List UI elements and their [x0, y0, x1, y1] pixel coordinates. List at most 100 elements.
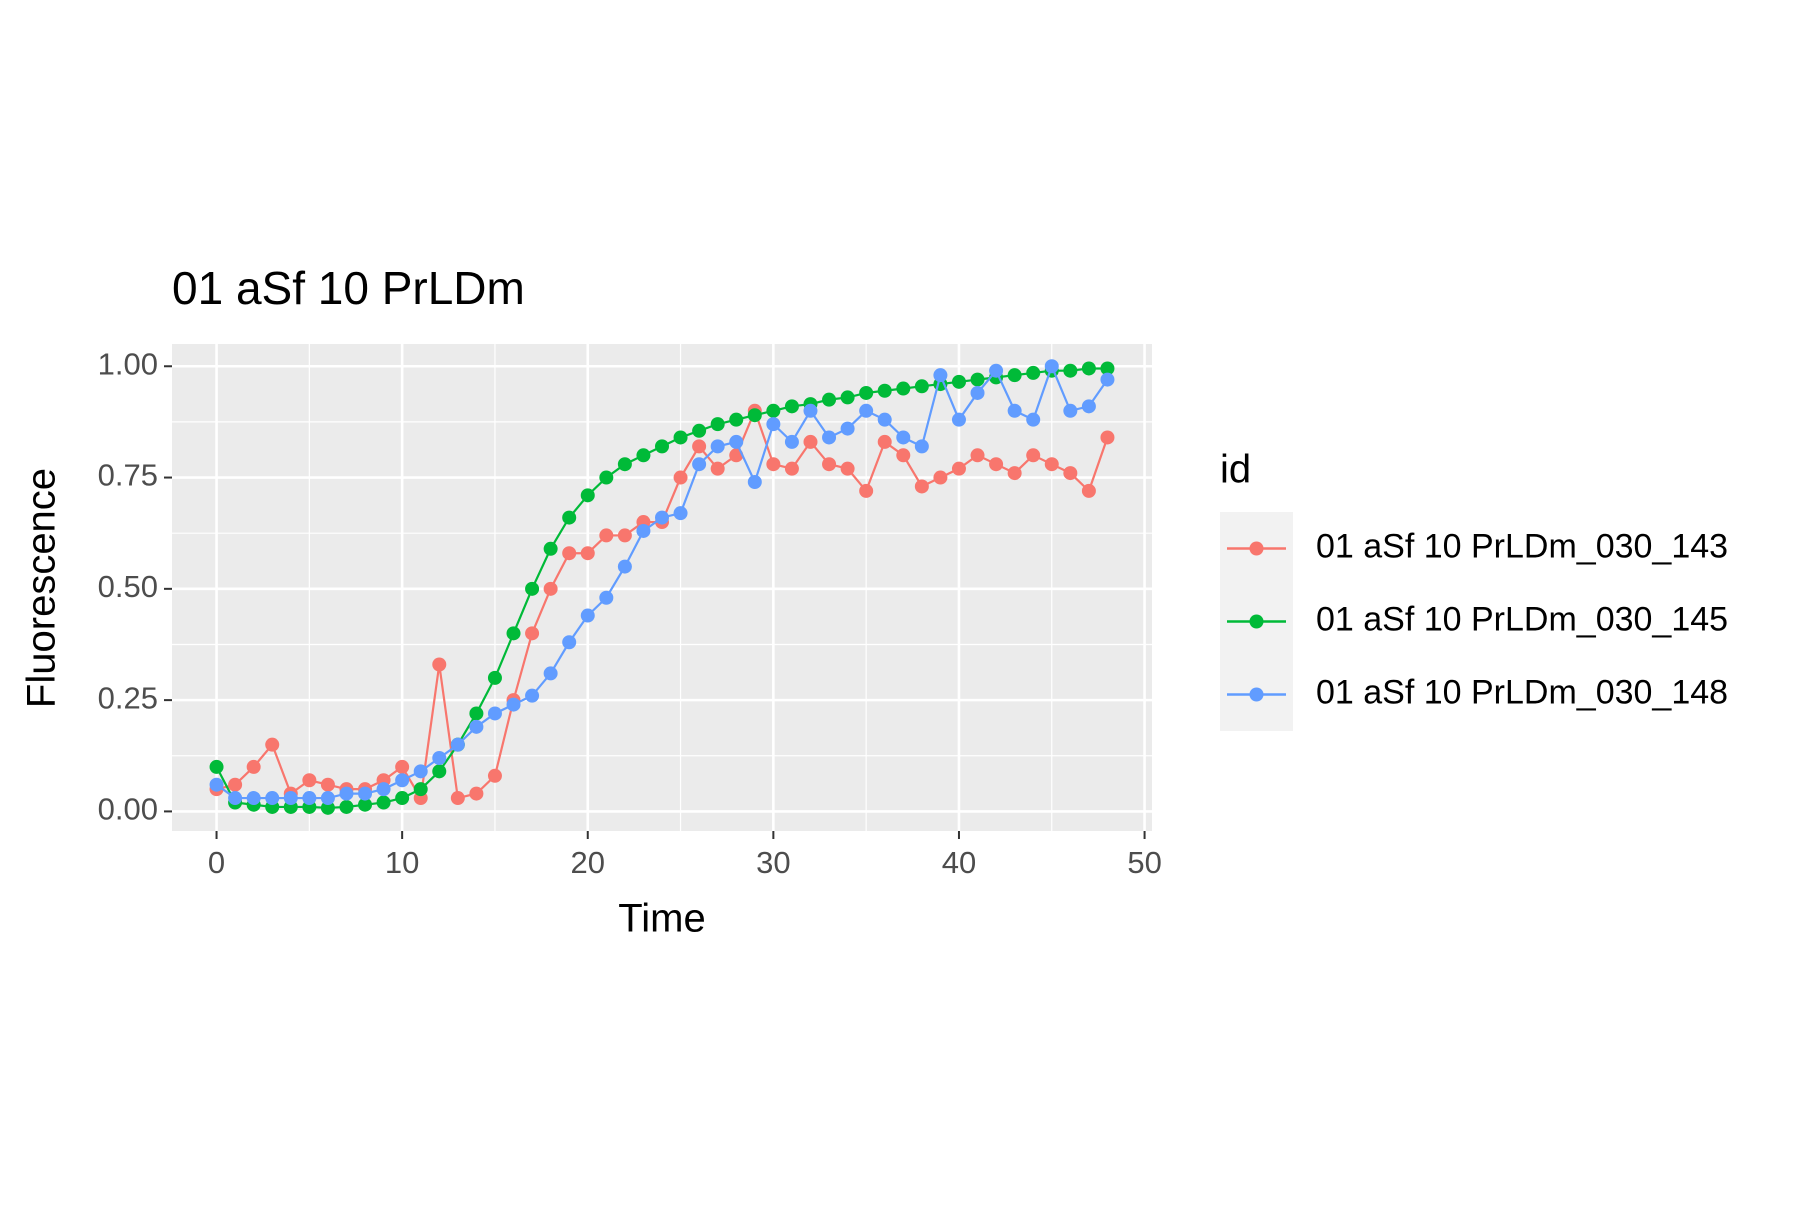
data-point [784, 399, 799, 414]
data-point [784, 434, 799, 449]
data-point [692, 439, 707, 454]
legend-label: 01 aSf 10 PrLDm_030_145 [1316, 600, 1728, 638]
data-point [506, 626, 521, 641]
data-point [655, 439, 669, 454]
data-point [877, 434, 892, 449]
legend-key-point [1249, 687, 1264, 702]
y-axis-title: Fluorescence [20, 468, 64, 708]
data-point [877, 412, 892, 427]
data-point [562, 546, 577, 561]
data-point [747, 474, 762, 489]
data-point [636, 523, 651, 538]
data-point [877, 383, 892, 398]
legend-label: 01 aSf 10 PrLDm_030_148 [1316, 673, 1728, 711]
data-point [432, 764, 447, 779]
data-point [970, 448, 985, 463]
data-point [228, 777, 243, 792]
data-point [599, 528, 614, 543]
data-point [469, 719, 484, 734]
y-tick-label: 0.25 [98, 680, 158, 715]
data-point [729, 412, 744, 427]
data-point [487, 706, 502, 721]
data-point [413, 764, 428, 779]
data-point [840, 390, 855, 405]
data-point [840, 461, 855, 476]
data-point [1100, 430, 1115, 445]
data-point [543, 581, 558, 596]
data-point [265, 737, 280, 752]
data-point [1063, 403, 1078, 418]
data-point [914, 479, 929, 494]
data-point [803, 403, 818, 418]
data-point [302, 791, 317, 806]
data-point [914, 439, 929, 454]
data-point [970, 372, 985, 387]
data-point [1081, 361, 1096, 376]
data-point [1007, 403, 1022, 418]
data-point [246, 759, 261, 774]
data-point [376, 782, 391, 797]
data-point [970, 385, 985, 400]
data-point [209, 759, 224, 774]
data-point [487, 768, 502, 783]
data-point [1100, 361, 1115, 376]
data-point [673, 506, 688, 521]
data-point [413, 782, 428, 797]
data-point [469, 706, 484, 721]
data-point [1026, 365, 1041, 380]
data-point [673, 430, 688, 445]
data-point [989, 363, 1004, 378]
data-point [933, 470, 948, 485]
panel [172, 344, 1152, 831]
x-tick-label: 30 [756, 845, 790, 880]
data-point [859, 403, 874, 418]
data-point [710, 461, 725, 476]
data-point [729, 434, 744, 449]
data-point [525, 688, 540, 703]
data-point [951, 412, 966, 427]
data-point [617, 457, 632, 472]
x-tick-label: 0 [208, 845, 225, 880]
data-point [710, 439, 725, 454]
data-point [376, 795, 391, 810]
data-point [822, 392, 837, 407]
data-point [506, 697, 521, 712]
x-tick-label: 40 [942, 845, 976, 880]
y-tick-label: 0.75 [98, 458, 158, 493]
data-point [1044, 359, 1059, 374]
data-point [766, 403, 781, 418]
legend-key-point [1249, 541, 1264, 556]
data-point [432, 750, 447, 765]
x-axis-title: Time [618, 897, 705, 941]
data-point [580, 488, 595, 503]
data-point [320, 791, 335, 806]
data-point [784, 461, 799, 476]
data-point [562, 510, 577, 525]
x-tick-label: 50 [1127, 845, 1161, 880]
data-point [562, 635, 577, 650]
data-point [896, 430, 911, 445]
data-point [803, 434, 818, 449]
data-point [543, 666, 558, 681]
data-point [469, 786, 484, 801]
data-point [1007, 368, 1022, 383]
data-point [1100, 372, 1115, 387]
y-tick-label: 0.50 [98, 569, 158, 604]
data-point [951, 461, 966, 476]
data-point [580, 546, 595, 561]
data-point [692, 423, 707, 438]
chart-title: 01 aSf 10 PrLDm [172, 262, 525, 314]
data-point [283, 791, 298, 806]
y-tick-label: 0.00 [98, 792, 158, 827]
data-point [320, 777, 335, 792]
data-point [228, 791, 243, 806]
data-point [209, 777, 224, 792]
data-point [747, 408, 762, 423]
data-point [543, 541, 558, 556]
data-point [395, 791, 410, 806]
data-point [933, 368, 948, 383]
data-point [951, 374, 966, 389]
legend-title: id [1220, 448, 1251, 492]
x-tick-label: 10 [385, 845, 419, 880]
